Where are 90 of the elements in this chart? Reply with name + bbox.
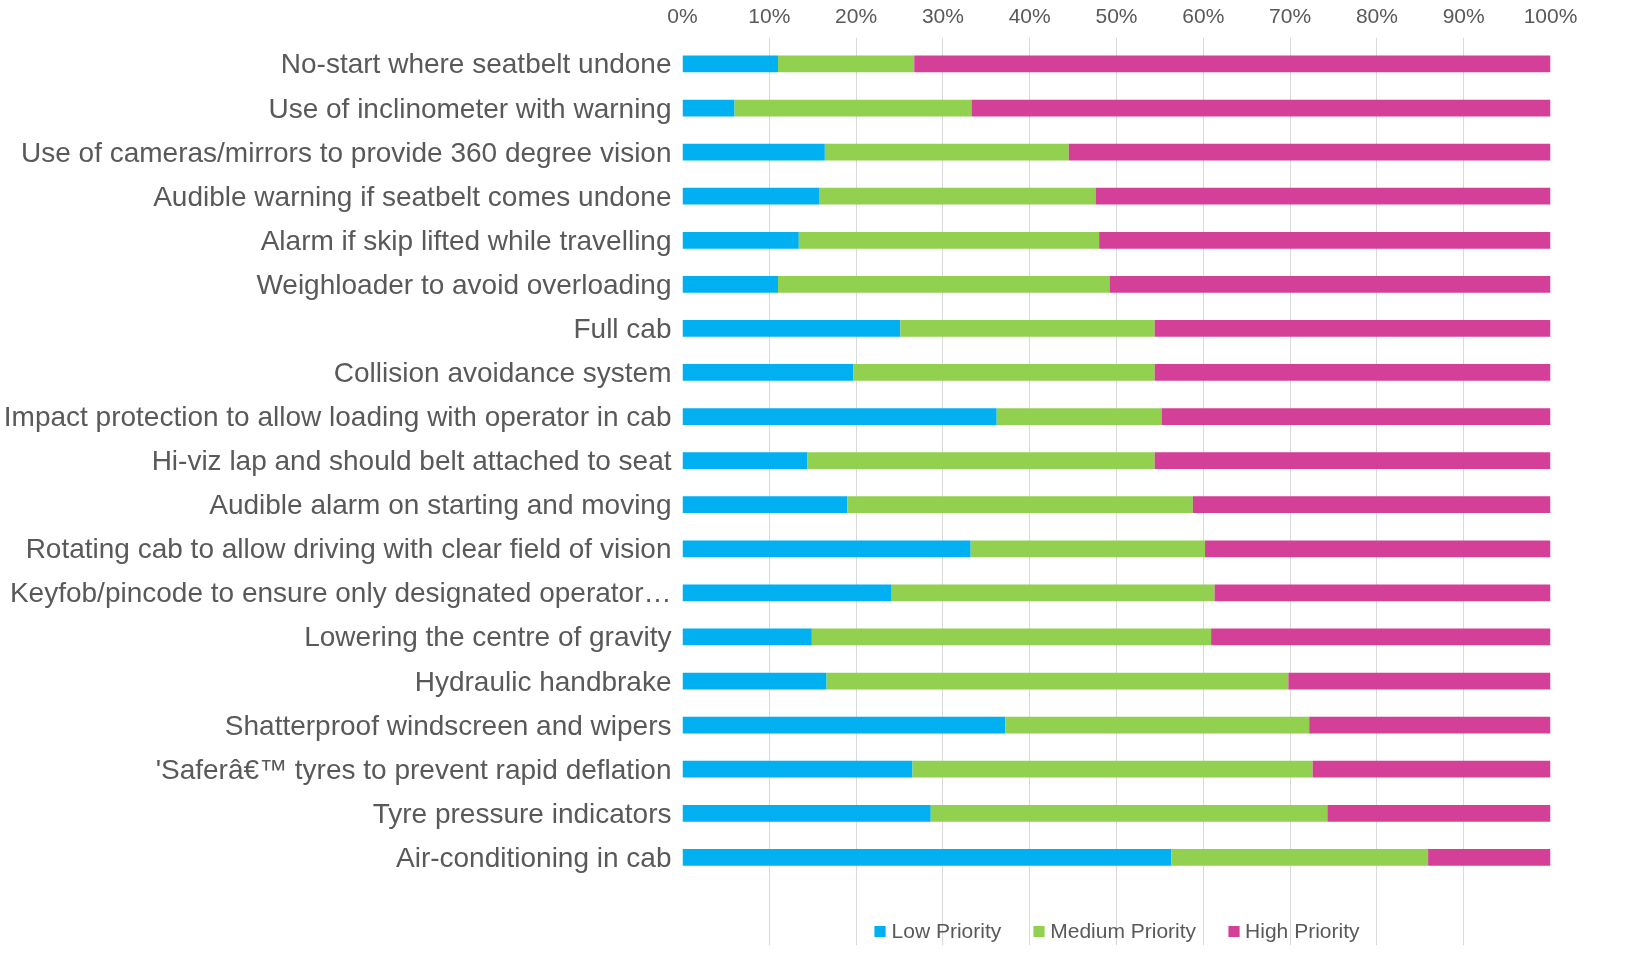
bar (1288, 672, 1551, 690)
bar (798, 231, 1100, 249)
bar (930, 804, 1328, 822)
y-tick-label: Lowering the centre of gravity (304, 621, 672, 653)
bar (682, 628, 812, 646)
bar (891, 584, 1215, 602)
y-tick-label: Alarm if skip lifted while travelling (260, 224, 672, 256)
bar (1005, 716, 1310, 734)
y-tick-label: Collision avoidance system (333, 356, 672, 388)
bar (682, 364, 854, 381)
bar (682, 716, 1006, 734)
x-tick-label: 0% (667, 3, 698, 27)
x-tick-label: 10% (748, 3, 791, 27)
x-tick-label: 60% (1182, 3, 1225, 27)
y-tick-label: Rotating cab to allow driving with clear field of vision (25, 533, 672, 565)
y-tick-label: Tyre pressure indicators (372, 797, 672, 829)
y-tick-label: Shatterproof windscreen and wipers (224, 709, 672, 741)
y-tick-label: Air-conditioning in cab (396, 841, 672, 873)
bar (1171, 848, 1429, 866)
bar (682, 452, 808, 470)
y-tick-label: Weighloader to avoid overloading (256, 268, 672, 300)
y-tick-label: Audible alarm on starting and moving (209, 489, 672, 521)
bar (996, 408, 1162, 425)
bar (1068, 143, 1551, 161)
y-tick-label: No-start where seatbelt undone (280, 48, 672, 80)
bar (1327, 804, 1551, 822)
bar (1205, 540, 1551, 558)
bar (682, 804, 931, 822)
y-tick-label: Keyfob/pincode to ensure only designated operator… (9, 577, 672, 609)
x-tick-label: 50% (1095, 3, 1138, 27)
bar (914, 55, 1551, 73)
bar (682, 55, 778, 73)
bar (900, 320, 1155, 337)
bar (682, 540, 971, 558)
bar (682, 848, 1172, 866)
bar (971, 99, 1551, 117)
x-tick-label: 90% (1442, 3, 1485, 27)
x-tick-label: 70% (1269, 3, 1312, 27)
bar (777, 55, 915, 73)
y-tick-label: 'Saferâ€™ tyres to prevent rapid deflation (155, 753, 672, 785)
y-tick-label: Hi-viz lap and should belt attached to seat (151, 445, 672, 477)
bar (1099, 231, 1551, 249)
bar (1428, 848, 1551, 866)
bar (1211, 628, 1551, 646)
x-tick-label: 30% (921, 3, 964, 27)
bar (1154, 320, 1551, 337)
legend-label: Medium Priority (1050, 919, 1197, 943)
bar (1161, 408, 1551, 425)
bar (807, 452, 1155, 470)
bar (1312, 760, 1551, 778)
bar (682, 584, 892, 602)
bar (824, 143, 1069, 161)
bar (811, 628, 1212, 646)
bar (682, 231, 799, 249)
y-tick-label: Use of inclinometer with warning (268, 92, 672, 124)
x-tick-label: 100% (1523, 3, 1578, 27)
y-tick-label: Audible warning if seatbelt comes undone (153, 180, 672, 212)
bar (682, 143, 825, 161)
bar (970, 540, 1206, 558)
bar (1154, 364, 1551, 381)
legend-label: Low Priority (891, 919, 1002, 943)
bar (682, 760, 913, 778)
x-tick-label: 80% (1355, 3, 1398, 27)
bar (682, 496, 848, 514)
bar (682, 99, 735, 117)
bar (826, 672, 1289, 690)
bar (1214, 584, 1551, 602)
y-tick-label: Use of cameras/mirrors to provide 360 degree vision (20, 136, 672, 168)
bar (853, 364, 1155, 381)
x-tick-label: 40% (1008, 3, 1051, 27)
bar (682, 187, 820, 205)
bar (1309, 716, 1551, 734)
bar (682, 320, 901, 337)
bar (847, 496, 1193, 514)
bar (734, 99, 972, 117)
legend-label: High Priority (1245, 919, 1360, 943)
bar (912, 760, 1313, 778)
bar (682, 275, 778, 293)
x-tick-label: 20% (835, 3, 878, 27)
y-tick-label: Impact protection to allow loading with operator in cab (3, 401, 672, 433)
y-tick-label: Full cab (573, 312, 672, 344)
bar (777, 275, 1110, 293)
bar (682, 672, 827, 690)
bar (1154, 452, 1551, 470)
bar (1095, 187, 1551, 205)
bar (1192, 496, 1551, 514)
bar (819, 187, 1096, 205)
bar (1109, 275, 1551, 293)
y-tick-label: Hydraulic handbrake (414, 665, 672, 697)
bar (682, 408, 997, 425)
